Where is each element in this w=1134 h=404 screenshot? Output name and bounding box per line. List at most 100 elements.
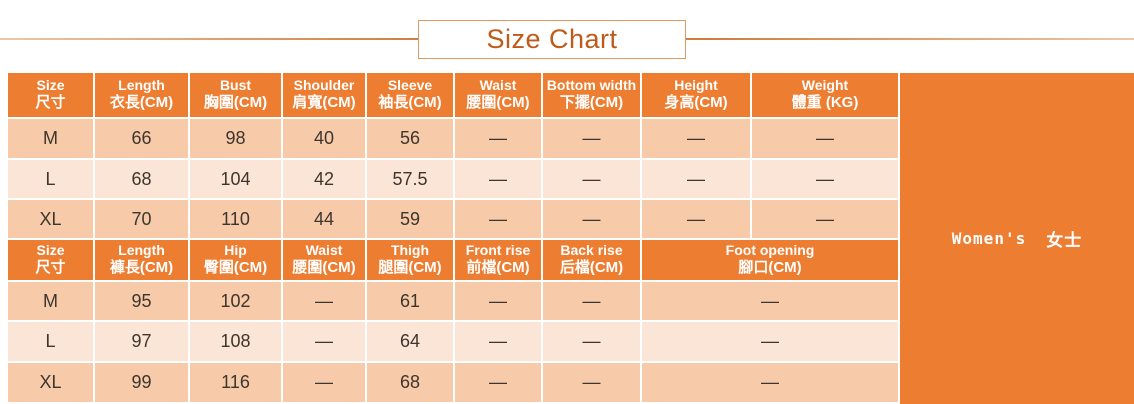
column-header-thigh: Thigh 腿圍(CM) xyxy=(367,240,453,280)
column-header-label-en: Shoulder xyxy=(293,76,355,93)
column-header-foot-opening: Foot opening 腳口(CM) xyxy=(642,240,898,280)
column-header-label-zh: 身高(CM) xyxy=(664,94,728,112)
column-header-label-en: Bust xyxy=(219,76,252,93)
value-cell: 61 xyxy=(367,282,453,320)
column-header-waist: Waist 腰圍(CM) xyxy=(455,73,541,117)
column-header-label-en: Waist xyxy=(305,241,343,258)
value-cell: — xyxy=(543,282,640,320)
value-cell: 108 xyxy=(190,322,281,361)
column-header-label-en: Size xyxy=(36,76,65,93)
value-cell: 44 xyxy=(283,200,365,238)
size-label-cell: M xyxy=(8,282,93,320)
value-cell: 42 xyxy=(283,160,365,198)
size-label-cell: L xyxy=(8,160,93,198)
category-label-zh: 女士 xyxy=(1046,231,1083,251)
value-cell: — xyxy=(455,160,541,198)
value-cell: — xyxy=(642,160,750,198)
value-cell: — xyxy=(642,282,898,320)
value-cell: — xyxy=(642,200,750,238)
column-header-label-zh: 肩寬(CM) xyxy=(292,94,356,112)
column-header-label-zh: 前檔(CM) xyxy=(466,259,530,277)
value-cell: — xyxy=(455,322,541,361)
value-cell: 68 xyxy=(95,160,188,198)
value-cell: — xyxy=(283,363,365,402)
column-header-hip: Hip 臀圍(CM) xyxy=(190,240,281,280)
column-header-size: Size 尺寸 xyxy=(8,240,93,280)
column-header-height: Height 身高(CM) xyxy=(642,73,750,117)
tops-size-table: Size 尺寸 Length 衣長(CM) Bust 胸圍(CM) Shoulder 肩寬(C… xyxy=(8,73,898,238)
category-label-en: Women's xyxy=(951,229,1027,248)
column-header-shoulder: Shoulder 肩寬(CM) xyxy=(283,73,365,117)
column-header-size: Size 尺寸 xyxy=(8,73,93,117)
size-label-cell: XL xyxy=(8,200,93,238)
value-cell: 40 xyxy=(283,119,365,158)
column-header-bottom-width: Bottom width 下擺(CM) xyxy=(543,73,640,117)
value-cell: 64 xyxy=(367,322,453,361)
column-header-label-en: Hip xyxy=(224,241,247,258)
value-cell: 59 xyxy=(367,200,453,238)
value-cell: — xyxy=(642,119,750,158)
size-label-cell: XL xyxy=(8,363,93,402)
column-header-label-en: Back rise xyxy=(560,241,623,258)
title-box: Size Chart xyxy=(418,20,686,59)
column-header-label-en: Front rise xyxy=(465,241,531,258)
value-cell: 102 xyxy=(190,282,281,320)
value-cell: — xyxy=(642,363,898,402)
column-header-bust: Bust 胸圍(CM) xyxy=(190,73,281,117)
column-header-label-zh: 袖長(CM) xyxy=(378,94,442,112)
measurements-area: Size 尺寸 Length 衣長(CM) Bust 胸圍(CM) Shoulder 肩寬(C… xyxy=(8,73,898,402)
value-cell: — xyxy=(455,200,541,238)
column-header-label-zh: 衣長(CM) xyxy=(109,94,174,112)
pants-size-table: Size 尺寸 Length 褲長(CM) Hip 臀圍(CM) Waist 腰圍(CM) Th… xyxy=(8,240,898,402)
value-cell: 99 xyxy=(95,363,188,402)
value-cell: — xyxy=(283,322,365,361)
column-header-label-zh: 臀圍(CM) xyxy=(203,259,268,277)
value-cell: 97 xyxy=(95,322,188,361)
column-header-label-en: Thigh xyxy=(390,241,430,258)
value-cell: 57.5 xyxy=(367,160,453,198)
column-header-label-en: Waist xyxy=(479,76,517,93)
column-header-label-zh: 腰圍(CM) xyxy=(292,259,356,277)
column-header-label-en: Length xyxy=(118,241,165,258)
column-header-front-rise: Front rise 前檔(CM) xyxy=(455,240,541,280)
column-header-weight: Weight 體重 (KG) xyxy=(752,73,898,117)
column-header-label-zh: 后檔(CM) xyxy=(559,259,624,277)
column-header-label-en: Sleeve xyxy=(387,76,433,93)
column-header-label-en: Length xyxy=(118,76,165,93)
column-header-waist: Waist 腰圍(CM) xyxy=(283,240,365,280)
value-cell: — xyxy=(543,322,640,361)
value-cell: 68 xyxy=(367,363,453,402)
value-cell: — xyxy=(752,160,898,198)
column-header-label-zh: 腿圍(CM) xyxy=(378,259,442,277)
column-header-label-zh: 褲長(CM) xyxy=(109,259,174,277)
page-title: Size Chart xyxy=(486,24,618,54)
size-label-cell: L xyxy=(8,322,93,361)
column-header-label-zh: 腰圍(CM) xyxy=(466,94,530,112)
value-cell: — xyxy=(543,160,640,198)
value-cell: — xyxy=(752,200,898,238)
column-header-label-en: Size xyxy=(36,241,65,258)
value-cell: 110 xyxy=(190,200,281,238)
column-header-label-zh: 尺寸 xyxy=(35,94,66,112)
column-header-label-en: Height xyxy=(674,76,718,93)
value-cell: 116 xyxy=(190,363,281,402)
column-header-label-zh: 體重 (KG) xyxy=(791,94,859,112)
value-cell: — xyxy=(455,119,541,158)
value-cell: — xyxy=(543,200,640,238)
value-cell: 66 xyxy=(95,119,188,158)
value-cell: 70 xyxy=(95,200,188,238)
value-cell: 95 xyxy=(95,282,188,320)
column-header-label-zh: 胸圍(CM) xyxy=(203,94,268,112)
column-header-label-zh: 腳口(CM) xyxy=(738,259,802,277)
column-header-back-rise: Back rise 后檔(CM) xyxy=(543,240,640,280)
value-cell: 56 xyxy=(367,119,453,158)
value-cell: — xyxy=(283,282,365,320)
column-header-label-en: Bottom width xyxy=(546,76,637,93)
column-header-label-en: Weight xyxy=(801,76,849,93)
value-cell: 104 xyxy=(190,160,281,198)
value-cell: — xyxy=(543,119,640,158)
value-cell: — xyxy=(752,119,898,158)
value-cell: 98 xyxy=(190,119,281,158)
category-panel: Women's 女士 xyxy=(900,73,1134,404)
